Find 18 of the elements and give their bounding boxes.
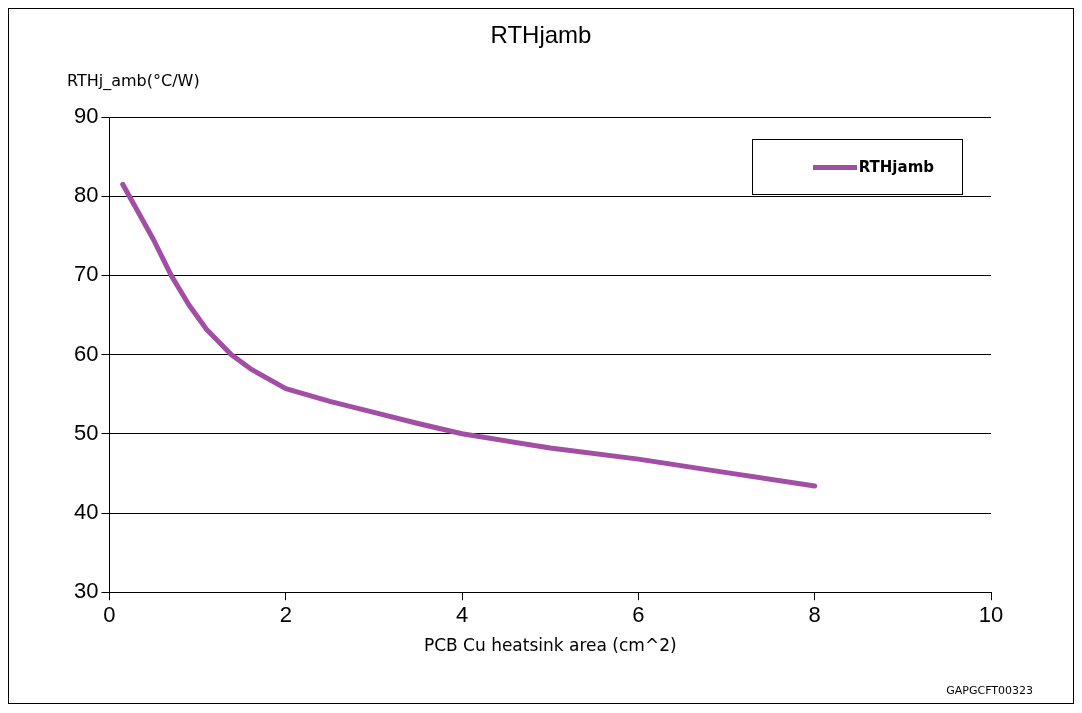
x-tick-label: 4	[455, 602, 469, 628]
x-tick-label: 10	[978, 602, 1004, 628]
y-tick-label: 30	[73, 578, 99, 604]
x-tick-label: 2	[279, 602, 292, 628]
text: GAPGCFT00323	[946, 684, 1033, 697]
y-tick-label: 70	[73, 261, 99, 287]
x-tick-label: 6	[632, 602, 645, 628]
y-tick-label: 90	[73, 103, 99, 129]
y-tick-label: 60	[73, 340, 99, 366]
x-axis-title: PCB Cu heatsink area (cm^2)	[423, 635, 677, 656]
y-tick-label: 80	[73, 182, 99, 208]
y-tick-label: 50	[73, 419, 99, 445]
x-tick-label: 8	[808, 602, 821, 628]
y-tick-label: 40	[73, 499, 99, 525]
chart-title: RTHjamb	[489, 21, 593, 49]
x-tick-label: 0	[103, 602, 116, 628]
legend-label: RTHjamb	[858, 158, 934, 176]
y-axis-title: RTHj_amb(°C/W)	[67, 71, 200, 90]
